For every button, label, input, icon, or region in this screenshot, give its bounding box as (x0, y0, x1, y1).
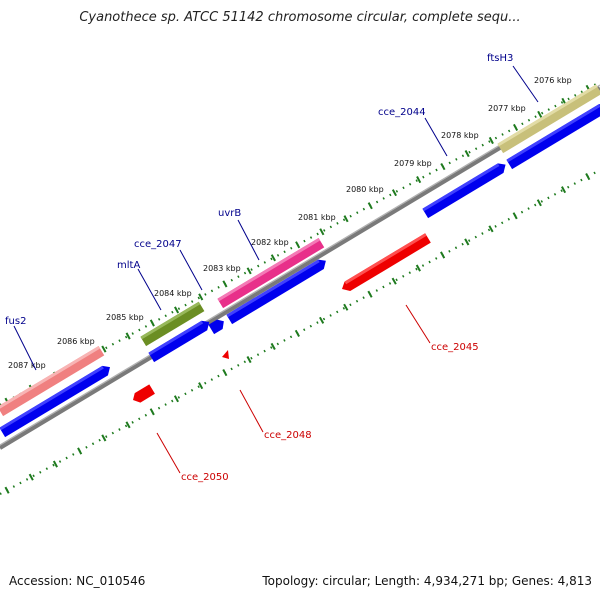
scale-label-2083: 2083 kbp (203, 264, 241, 273)
cds-uvrB[interactable] (226, 257, 329, 325)
scale-tick (198, 293, 204, 301)
scale-tick (198, 382, 204, 390)
gene-label-ftsH3[interactable]: ftsH3 (487, 53, 513, 64)
scale-tick (585, 173, 591, 181)
cds-cce-2047[interactable] (208, 317, 227, 335)
scale-tick (536, 199, 542, 207)
inner-major-ticks (4, 173, 591, 494)
scale-tick (174, 306, 180, 314)
gene-label-cce-2047[interactable]: cce_2047 (134, 239, 182, 250)
scale-tick (512, 212, 518, 220)
gene-fus2[interactable] (0, 345, 105, 417)
scale-tick (343, 215, 349, 223)
inner-scale-dotted (0, 169, 600, 495)
gene-label-cce-2044[interactable]: cce_2044 (378, 107, 426, 118)
scale-tick (4, 486, 10, 494)
scale-label-2080: 2080 kbp (346, 185, 384, 194)
cds-mltA[interactable] (148, 318, 212, 363)
cds-forward-1[interactable] (506, 101, 600, 170)
scale-label-2084: 2084 kbp (154, 289, 192, 298)
scale-tick (149, 319, 155, 327)
scale-tick (513, 123, 519, 131)
scale-tick (173, 395, 179, 403)
scale-tick (416, 176, 422, 184)
gene-mltA[interactable] (140, 301, 205, 347)
gene-label-fus2[interactable]: fus2 (5, 316, 26, 327)
scale-tick (537, 110, 543, 118)
scale-label-2079: 2079 kbp (394, 159, 432, 168)
gene-label-cce-2048[interactable]: cce_2048 (264, 430, 312, 441)
rna-cce-2050[interactable] (130, 384, 155, 405)
rna-cce-2048[interactable] (222, 350, 229, 359)
scale-tick (246, 267, 252, 275)
scale-tick (77, 447, 83, 455)
scale-tick (246, 356, 252, 364)
rna-cce-2045[interactable] (339, 233, 431, 294)
gene-label-mltA[interactable]: mltA (117, 260, 140, 271)
genome-summary-text: Topology: circular; Length: 4,934,271 bp… (262, 574, 592, 588)
scale-tick (391, 189, 397, 197)
gene-label-cce-2045[interactable]: cce_2045 (431, 342, 479, 353)
cds-fus2[interactable] (0, 363, 113, 438)
scale-tick (270, 254, 276, 262)
scale-tick (222, 369, 228, 377)
scale-tick (391, 277, 397, 285)
scale-tick (125, 421, 131, 429)
scale-label-2076: 2076 kbp (534, 76, 572, 85)
scale-label-2077: 2077 kbp (488, 104, 526, 113)
accession-text: Accession: NC_010546 (9, 574, 146, 588)
scale-tick (125, 332, 131, 340)
gene-uvrB[interactable] (217, 237, 325, 309)
scale-tick (101, 434, 107, 442)
scale-tick (367, 290, 373, 298)
scale-tick (270, 342, 276, 350)
scale-tick (101, 345, 107, 353)
scale-label-2082: 2082 kbp (251, 238, 289, 247)
scale-tick (367, 202, 373, 210)
scale-label-2078: 2078 kbp (441, 131, 479, 140)
scale-tick (319, 228, 325, 236)
scale-tick (488, 225, 494, 233)
cds-cce-2044[interactable] (422, 160, 508, 219)
scale-tick (149, 408, 155, 416)
scale-tick (464, 150, 470, 158)
scale-label-2085: 2085 kbp (106, 313, 144, 322)
scale-label-2086: 2086 kbp (57, 337, 95, 346)
scale-tick (222, 280, 228, 288)
scale-tick (415, 264, 421, 272)
gene-label-cce-2050[interactable]: cce_2050 (181, 472, 229, 483)
scale-tick (464, 238, 470, 246)
gene-label-uvrB[interactable]: uvrB (218, 208, 241, 219)
scale-tick (295, 241, 301, 249)
label-leaders (13, 65, 539, 474)
page-title: Cyanothece sp. ATCC 51142 chromosome cir… (79, 10, 521, 25)
scale-tick (440, 163, 446, 171)
scale-tick (561, 186, 567, 194)
scale-tick (28, 473, 34, 481)
gene-ftsH3[interactable] (497, 84, 600, 154)
scale-label-2087: 2087 kbp (8, 361, 46, 370)
scale-tick (343, 303, 349, 311)
scale-label-2081: 2081 kbp (298, 213, 336, 222)
scale-tick (294, 329, 300, 337)
scale-tick (440, 251, 446, 259)
scale-labels: 2076 kbp 2077 kbp 2078 kbp 2079 kbp 2080… (8, 76, 572, 370)
scale-tick (319, 316, 325, 324)
scale-tick (52, 460, 58, 468)
scale-tick (488, 136, 494, 145)
